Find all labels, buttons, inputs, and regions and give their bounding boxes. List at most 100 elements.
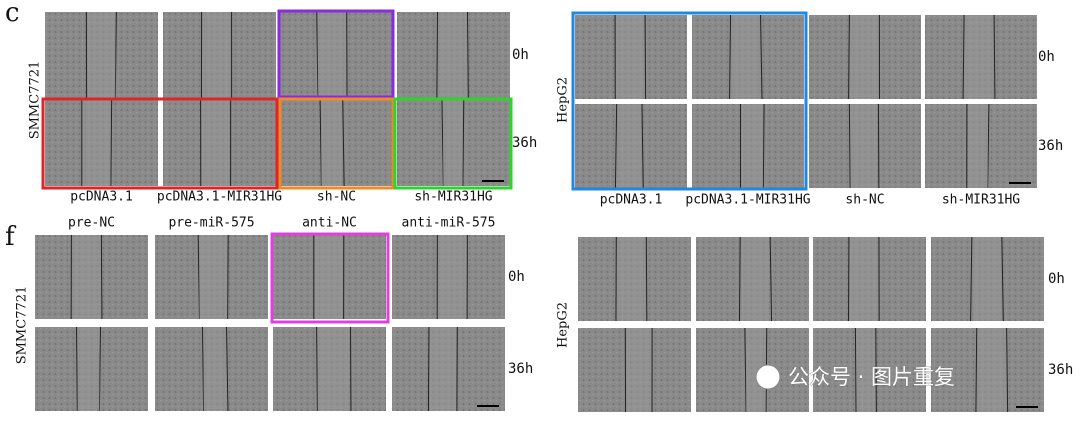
scratch-gap (967, 104, 988, 188)
scratch-gap (972, 237, 1001, 321)
cell-line-label: SMMC7721 (28, 61, 43, 140)
watermark-text: 公众号 · 图片重复 (788, 365, 955, 389)
scratch-gap (314, 235, 343, 319)
scratch-edge (466, 11, 469, 99)
scratch-edge (975, 327, 978, 413)
scratch-edge (1006, 327, 1009, 413)
column-label: pcDNA3.1-MIR31HG (685, 193, 810, 208)
cell-line-label: SMMC7721 (15, 286, 30, 365)
column-label: anti-NC (302, 216, 357, 231)
column-label: sh-NC (845, 193, 884, 208)
time-label: 0h (512, 47, 529, 63)
scratch-edge (427, 326, 430, 412)
scratch-gap (850, 15, 879, 99)
time-label: 36h (512, 135, 537, 151)
time-label: 0h (1048, 271, 1065, 287)
scratch-gap (82, 100, 111, 186)
scratch-edge (641, 103, 644, 189)
scratch-gap (856, 328, 875, 412)
scratch-edge (76, 326, 78, 412)
scratch-gap (850, 104, 878, 188)
scratch-edge (114, 11, 117, 99)
scratch-gap (317, 327, 350, 411)
box-green (393, 97, 513, 190)
scratch-edge (316, 326, 318, 412)
scratch-edge (436, 11, 438, 99)
scratch-gap (438, 12, 467, 98)
scratch-edge (738, 236, 741, 322)
scratch-gap (321, 100, 342, 186)
scratch-gap (429, 327, 457, 411)
scratch-edge (226, 326, 229, 412)
scratch-edge (1001, 236, 1004, 322)
scratch-gap (745, 328, 766, 412)
scratch-gap (201, 100, 230, 186)
time-label: 0h (508, 269, 525, 285)
scratch-gap (731, 15, 760, 99)
scratch-gap (965, 15, 994, 99)
scratch-gap (317, 12, 346, 98)
scratch-gap (977, 328, 1006, 412)
box-purple (277, 9, 395, 99)
scratch-gap (438, 235, 467, 319)
scratch-gap (849, 237, 878, 321)
scratch-gap (741, 237, 770, 321)
box-blue (571, 11, 808, 191)
scratch-edge (98, 326, 102, 412)
box-magenta (270, 232, 390, 324)
scratch-gap (77, 327, 100, 411)
scratch-gap (199, 235, 228, 319)
scratch-edge (962, 14, 965, 100)
scratch-edge (644, 14, 647, 100)
micrographs (35, 11, 1044, 413)
scratch-gap (203, 327, 226, 411)
panel-label: f (5, 222, 17, 252)
scratch-gap (617, 104, 641, 188)
column-label: sh-MIR31HG (414, 190, 492, 205)
scratch-edge (201, 326, 205, 412)
scratch-edge (854, 327, 857, 413)
scratch-edge (645, 236, 648, 322)
cell-line-label: HepG2 (556, 302, 571, 348)
box-orange (278, 97, 395, 190)
scratch-edge (848, 14, 850, 100)
scratch-edge (227, 234, 229, 320)
column-label: pre-miR-575 (168, 216, 254, 231)
scratch-gap (87, 12, 116, 98)
scratch-gap (202, 12, 231, 98)
time-label: 0h (1038, 49, 1055, 65)
labels: c 0h 36h pcDNA3.1 pcDNA3.1-MIR31HG sh-NC sh-MI… (5, 0, 1073, 378)
watermark-icon (755, 364, 781, 390)
scratch-edge (729, 14, 732, 100)
watermark: 公众号 · 图片重复 (755, 364, 955, 390)
time-label: 36h (508, 361, 533, 377)
scratch-edge (342, 99, 345, 187)
column-label: pcDNA3.1 (70, 190, 133, 205)
time-label: 36h (1048, 362, 1073, 378)
column-label: pcDNA3.1 (600, 193, 663, 208)
scratch-gap (617, 237, 646, 321)
box-red (41, 97, 279, 190)
panel-label: c (5, 0, 20, 28)
scratch-edge (875, 327, 877, 413)
scratch-gap (626, 328, 652, 412)
column-label: pcDNA3.1-MIR31HG (157, 190, 282, 205)
scratch-edge (760, 14, 763, 100)
scratch-edge (769, 236, 773, 322)
scratch-gap (72, 235, 101, 319)
scratch-gap (442, 100, 463, 186)
time-label: 36h (1038, 138, 1063, 154)
scratch-edge (316, 11, 319, 99)
scratch-edge (762, 103, 765, 189)
scratch-gap (616, 15, 645, 99)
scratch-edge (848, 103, 851, 189)
column-label: sh-MIR31HG (942, 193, 1020, 208)
column-label: anti-miR-575 (402, 216, 496, 231)
scratch-edge (993, 14, 996, 100)
highlight-boxes (41, 9, 808, 324)
scratch-edge (100, 234, 103, 320)
column-label: pre-NC (68, 216, 115, 231)
scratch-edge (744, 327, 747, 413)
scratch-edge (110, 99, 113, 187)
